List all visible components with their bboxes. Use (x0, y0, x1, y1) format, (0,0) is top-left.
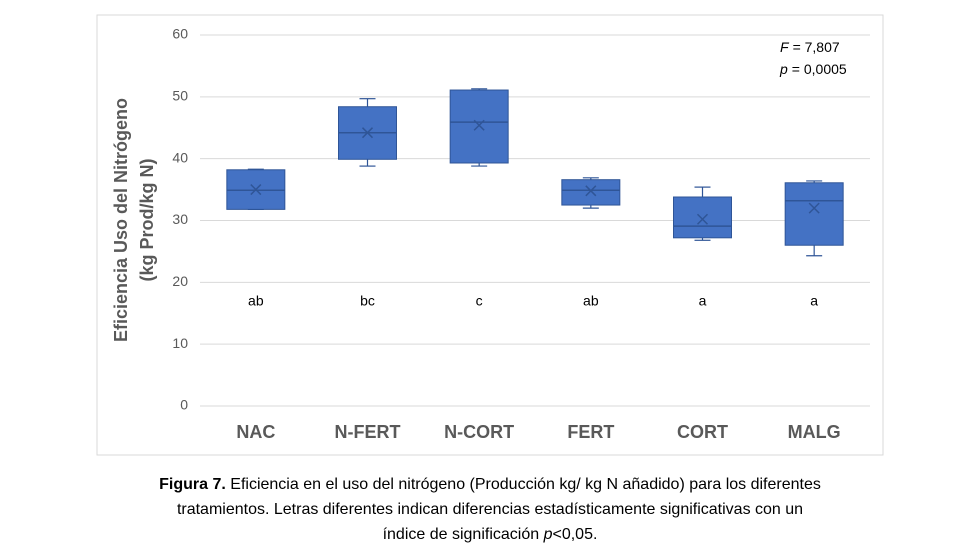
box (561, 179, 621, 206)
box (784, 182, 844, 246)
group-letter: ab (248, 293, 264, 309)
x-tick-label: NAC (236, 422, 275, 442)
stat-annotation: p = 0,0005 (779, 61, 847, 77)
x-tick-label: MALG (788, 422, 841, 442)
y-tick-label: 0 (180, 397, 188, 413)
y-tick-label: 10 (172, 335, 188, 351)
caption-line: tratamientos. Letras diferentes indican … (176, 501, 804, 518)
stat-value: = 7,807 (793, 39, 840, 55)
y-tick-label: 50 (172, 88, 188, 104)
caption-text: <0,05. (552, 526, 598, 543)
y-tick-label: 20 (172, 273, 188, 289)
group-letter: bc (360, 293, 375, 309)
x-tick-label: CORT (677, 422, 728, 442)
y-tick-label: 30 (172, 211, 188, 227)
chart: Eficiencia Uso del Nitrógeno (kg Prod/kg… (96, 14, 884, 456)
stat-value: = 0,0005 (792, 61, 847, 77)
x-tick-label: N-FERT (335, 422, 401, 442)
mean-marker (808, 202, 820, 214)
group-letter: a (810, 293, 818, 309)
caption: Figura 7. Eficiencia en el uso del nitró… (40, 472, 940, 547)
x-tick-label: FERT (567, 422, 614, 442)
stat-symbol: F (780, 39, 790, 55)
stat-annotation: F = 7,807 (780, 39, 840, 55)
mean-marker (250, 184, 262, 196)
stat-symbol: p (779, 61, 788, 77)
mean-marker (473, 119, 485, 131)
y-tick-label: 60 (172, 26, 188, 42)
caption-italic: p (543, 526, 553, 543)
mean-marker (361, 127, 374, 139)
box (673, 196, 732, 239)
y-axis-label: (kg Prod/kg N) (137, 158, 157, 281)
chart-frame (96, 14, 884, 456)
caption-line: Figura 7. Eficiencia en el uso del nitró… (40, 472, 940, 497)
mean-marker (696, 213, 709, 225)
group-letter: ab (583, 293, 599, 309)
caption-text: índice de significación (382, 526, 540, 543)
mean-marker (585, 185, 597, 197)
x-tick-label: N-CORT (444, 422, 514, 442)
y-axis-label: Eficiencia Uso del Nitrógeno (111, 98, 131, 342)
caption-label: Figura 7. (159, 476, 226, 493)
group-letter: a (699, 293, 707, 309)
caption-text: Eficiencia en el uso del nitrógeno (Prod… (230, 476, 821, 493)
group-letter: c (476, 293, 483, 309)
box (449, 89, 509, 164)
caption-line: índice de significación p<0,05. (40, 522, 940, 547)
y-tick-label: 40 (172, 149, 188, 165)
